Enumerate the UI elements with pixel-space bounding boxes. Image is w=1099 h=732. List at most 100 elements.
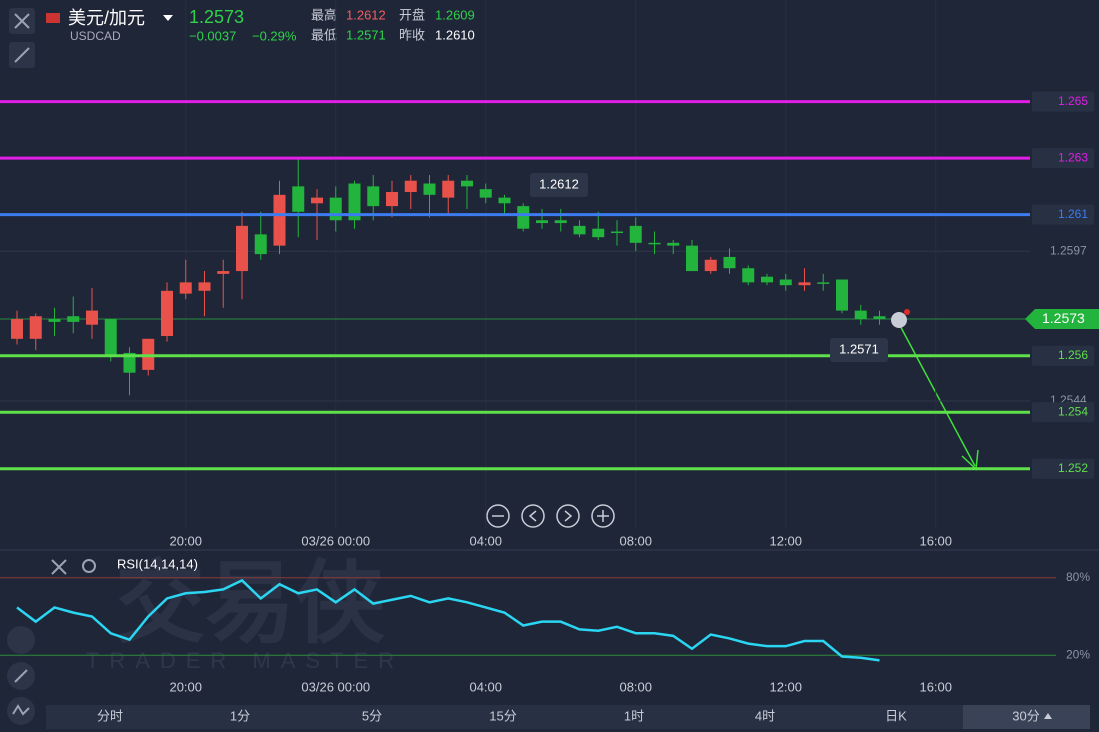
- candle-body: [629, 225, 642, 243]
- candle-body: [329, 197, 342, 221]
- pen-icon: [14, 669, 28, 683]
- candle-body: [742, 268, 755, 283]
- candle-body: [292, 186, 305, 212]
- price-line-label: 1.256: [1058, 348, 1088, 362]
- x-tick-label: 08:00: [619, 679, 652, 694]
- timeframe-tab[interactable]: 1时: [624, 708, 644, 723]
- candle-body: [311, 197, 323, 204]
- candle-body: [836, 279, 848, 311]
- x-tick-label: 16:00: [919, 533, 952, 548]
- candle-body: [48, 319, 61, 322]
- alert-dot: [904, 309, 910, 315]
- candle-body: [386, 192, 398, 207]
- timeframe-tab[interactable]: 1分: [230, 708, 250, 723]
- x-tick-label: 20:00: [169, 533, 202, 548]
- timeframe-tab[interactable]: 5分: [362, 708, 382, 723]
- min-callout: [830, 338, 888, 362]
- tab-bar: [46, 705, 1090, 729]
- timeframe-tab[interactable]: 分时: [97, 708, 123, 723]
- candle-body: [592, 228, 605, 238]
- candle-body: [873, 316, 886, 320]
- candle-body: [254, 234, 267, 255]
- timeframe-tab[interactable]: 30分: [1012, 708, 1039, 723]
- candle-body: [161, 290, 173, 336]
- candle-body: [179, 282, 192, 294]
- flag: [46, 13, 60, 23]
- current-price-tag: [1025, 309, 1099, 330]
- current-price-label: 1.2573: [1042, 310, 1085, 326]
- candle-body: [498, 197, 511, 204]
- price-line-label: 1.252: [1058, 461, 1088, 475]
- alert-icon[interactable]: [891, 312, 907, 328]
- stat-label: 开盘: [399, 7, 425, 22]
- timeframe-tab[interactable]: 日K: [885, 708, 907, 723]
- stat-value: 1.2609: [435, 7, 475, 22]
- pair-dropdown[interactable]: [163, 15, 173, 21]
- price-line-label: 1.254: [1058, 404, 1088, 418]
- timeframe-tab[interactable]: 15分: [489, 708, 516, 723]
- rsi-line: [16, 578, 880, 662]
- candle-body: [648, 242, 661, 245]
- price-line-label: 1.263: [1058, 150, 1088, 164]
- price-line-tag: [1032, 402, 1094, 423]
- stat-label: 昨收: [399, 27, 425, 42]
- zoom-icons: [492, 510, 609, 522]
- price-line-label: 1.261: [1058, 207, 1088, 221]
- stat-label: 最低: [311, 27, 337, 42]
- price-line-label: 1.265: [1058, 94, 1088, 108]
- candle-body: [779, 279, 792, 286]
- candle-body: [86, 310, 98, 325]
- candle-body: [367, 186, 380, 207]
- price-line-tag: [1032, 91, 1094, 112]
- zoom-controls: [486, 504, 615, 528]
- candle-body: [798, 282, 811, 286]
- timeframe-tab[interactable]: 4时: [755, 708, 775, 723]
- candle-body: [236, 225, 248, 272]
- watermark-sub: TRADER MASTER: [86, 648, 404, 673]
- x-tick-label: 04:00: [469, 679, 502, 694]
- candle-body: [123, 352, 136, 373]
- rsi-settings[interactable]: [82, 559, 96, 573]
- candle-body: [517, 206, 530, 229]
- symbol: USDCAD: [70, 29, 121, 43]
- candle-body: [479, 189, 492, 198]
- candle-body: [573, 225, 586, 235]
- rsi-close[interactable]: [51, 559, 67, 575]
- stat-value: 1.2610: [435, 27, 475, 42]
- candle-body: [667, 242, 680, 246]
- x-tick-label: 16:00: [919, 679, 952, 694]
- pair[interactable]: 美元/加元: [68, 8, 145, 28]
- candle-body: [29, 316, 42, 339]
- x-tick-label: 12:00: [769, 679, 802, 694]
- price-line-tag: [1032, 204, 1094, 225]
- price-line-tag: [1032, 345, 1094, 366]
- candle-body: [198, 282, 211, 291]
- rsi-title: RSI(14,14,14): [117, 556, 198, 571]
- candle-body: [761, 276, 773, 283]
- close-icon: [14, 13, 30, 29]
- candle-tool[interactable]: [7, 626, 35, 654]
- x-tick-label: 12:00: [769, 533, 802, 548]
- stat-value: 1.2571: [346, 27, 386, 42]
- candle-body: [723, 256, 736, 269]
- y-tick-label: 1.2597: [1050, 243, 1087, 257]
- max-label: 1.2612: [539, 176, 579, 191]
- indicator-icon: [12, 704, 30, 716]
- selected-tab-bg: [963, 705, 1090, 729]
- candle-body: [423, 183, 436, 195]
- candle-body: [442, 180, 455, 198]
- candle-body: [854, 310, 867, 320]
- candle-body: [536, 220, 548, 224]
- x-tick-label: 03/26 00:00: [301, 533, 370, 548]
- candle-body: [273, 194, 286, 246]
- stat-label: 最高: [311, 7, 337, 22]
- candle-body: [611, 231, 623, 234]
- candle-body: [461, 180, 473, 187]
- price-line-tag: [1032, 148, 1094, 169]
- candle-body: [404, 180, 417, 192]
- candle-body: [104, 319, 117, 356]
- candle-body: [217, 271, 230, 274]
